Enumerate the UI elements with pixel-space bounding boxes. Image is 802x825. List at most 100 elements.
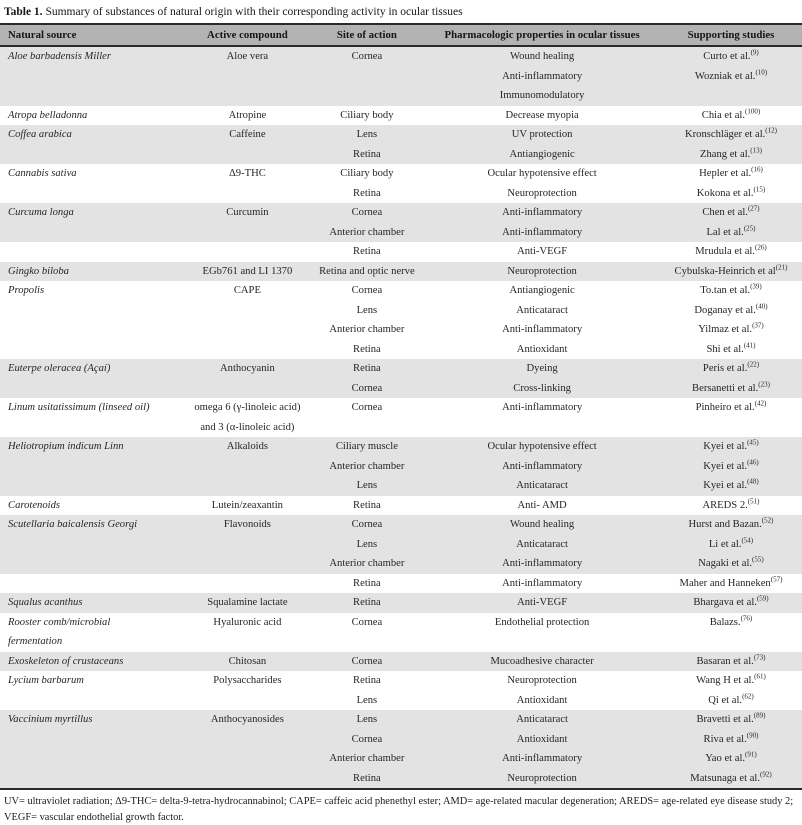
cell-active-compound: Flavonoids	[223, 519, 271, 530]
cell-natural-source	[0, 535, 185, 555]
cell-supporting-study: Yilmaz et al.(37)	[660, 320, 802, 340]
cell-pharmacologic-property: Anti-inflammatory	[502, 70, 583, 82]
reference-superscript: (27)	[747, 204, 760, 213]
reference-superscript: (92)	[760, 769, 772, 778]
header-cell-natural-source: Natural source	[8, 29, 77, 41]
reference-superscript: (57)	[770, 574, 783, 583]
table-row: Gingko biloba EGb761 and LI 1370 Retina an…	[0, 261, 802, 282]
cell-pharmacologic-property: Anti-VEGF	[517, 246, 568, 257]
cell-pharmacologic-property: Neuroprotection	[507, 772, 577, 784]
cell-active-compound	[185, 379, 309, 399]
table-row: Lens Anticataract Kyei et al.(48)	[0, 476, 802, 496]
cell-pharmacologic-property: Neuroprotection	[507, 675, 577, 686]
cell-site-of-action: Retina	[353, 577, 381, 589]
cell-supporting-study: Lal et al.(25)	[660, 223, 802, 243]
cell-natural-source: Scutellaria baicalensis Georgi	[8, 519, 138, 530]
study-text: To.tan et al.	[700, 285, 751, 296]
cell-supporting-study: Doganay et al.(40)	[660, 301, 802, 321]
cell-site-of-action: Lens	[356, 304, 378, 316]
cell-supporting-study: Kronschläger et al.(12)	[660, 125, 802, 145]
study-text: Yilmaz et al.	[698, 324, 753, 335]
table-row: Retina Anti-inflammatory Maher and Hanneke…	[0, 574, 802, 594]
cell-supporting-study: Bravetti et al.(89)	[660, 710, 802, 730]
cell-supporting-study: Nagaki et al.(55)	[660, 554, 802, 574]
reference-superscript: (12)	[765, 126, 777, 135]
cell-active-compound	[185, 340, 309, 360]
reference-superscript: (16)	[751, 165, 763, 174]
cell-active-compound	[185, 554, 309, 574]
cell-natural-source	[0, 691, 185, 711]
cell-supporting-study: Maher and Hanneken(57)	[660, 574, 802, 594]
reference-superscript: (48)	[747, 477, 759, 486]
cell-pharmacologic-property: Anticataract	[516, 714, 568, 725]
table-row: Vaccinium myrtillus Anthocyanosides Lens An…	[0, 710, 802, 730]
cell-site-of-action: Retina	[353, 499, 381, 511]
cell-site-of-action: Retina	[353, 246, 381, 257]
table-row: Exoskeleton of crustaceans Chitosan Cornea…	[0, 651, 802, 672]
cell-active-compound	[185, 184, 309, 204]
reference-superscript: (13)	[750, 145, 762, 154]
reference-superscript: (91)	[745, 750, 757, 759]
cell-supporting-study: Pinheiro et al.(42)	[660, 398, 802, 437]
cell-supporting-study: Balazs.(76)	[660, 613, 802, 652]
cell-supporting-study: Cybulska-Heinrich et al(21)	[660, 262, 802, 282]
cell-pharmacologic-property: Anti-inflammatory	[502, 558, 583, 569]
reference-superscript: (46)	[747, 457, 759, 466]
cell-pharmacologic-property: Dyeing	[526, 363, 558, 374]
study-text: Kyei et al.	[703, 441, 748, 452]
reference-superscript: (37)	[752, 321, 764, 330]
cell-pharmacologic-property: Anti-inflammatory	[502, 324, 583, 335]
cell-active-compound: Lutein/zeaxantin	[211, 499, 283, 511]
cell-natural-source	[0, 379, 185, 399]
cell-pharmacologic-property: Anti-inflammatory	[502, 753, 583, 764]
cell-site-of-action: Cornea	[351, 382, 383, 394]
cell-pharmacologic-property: Antioxidant	[516, 694, 568, 706]
reference-superscript: (45)	[747, 438, 759, 447]
cell-pharmacologic-property: Anticataract	[516, 304, 568, 316]
cell-site-of-action: Ciliary body	[340, 109, 394, 121]
cell-site-of-action: Retina and optic nerve	[319, 265, 415, 277]
cell-active-compound	[185, 535, 309, 555]
cell-natural-source	[0, 457, 185, 477]
cell-site-of-action: Cornea	[351, 207, 383, 218]
study-text: Wozniak et al.	[694, 70, 756, 82]
reference-superscript: (52)	[761, 516, 774, 525]
cell-supporting-study: Peris et al.(22)	[660, 359, 802, 379]
cell-natural-source: Rooster comb/microbial fermentation	[8, 616, 111, 648]
table-row: Anterior chamber Anti-inflammatory Yao et …	[0, 749, 802, 769]
cell-pharmacologic-property: Cross-linking	[513, 382, 571, 394]
cell-natural-source: Aloe barbadensis Miller	[8, 51, 111, 62]
cell-pharmacologic-property: Wound healing	[510, 519, 575, 530]
reference-superscript: (51)	[747, 496, 760, 505]
cell-natural-source: Euterpe oleracea (Açaí)	[8, 363, 111, 374]
study-text: Curto et al.	[703, 51, 751, 62]
table-row: Anterior chamber Anti-inflammatory Lal et …	[0, 222, 802, 243]
cell-site-of-action: Cornea	[351, 733, 383, 745]
cell-site-of-action: Anterior chamber	[329, 324, 405, 335]
cell-site-of-action: Cornea	[351, 402, 383, 413]
table-row: Euterpe oleracea (Açaí) Anthocyanin Retina…	[0, 359, 802, 379]
cell-active-compound: Chitosan	[228, 655, 267, 667]
study-text: Mrudula et al.	[695, 246, 755, 257]
table-row: Atropa belladonna Atropine Ciliary body Dec…	[0, 106, 802, 126]
study-text: Kronschläger et al.	[684, 129, 766, 140]
table-row: Anti-inflammatory Wozniak et al.(10)	[0, 66, 802, 87]
table-row: Anterior chamber Anti-inflammatory Yilmaz …	[0, 320, 802, 340]
reference-superscript: (9)	[750, 48, 759, 57]
cell-active-compound: Caffeine	[229, 129, 266, 140]
cell-supporting-study: Qi et al.(62)	[660, 691, 802, 711]
study-text: Yao et al.	[705, 753, 746, 764]
cell-site-of-action: Retina	[353, 363, 381, 374]
cell-active-compound	[185, 67, 309, 87]
cell-supporting-study: Basaran et al.(73)	[660, 652, 802, 672]
cell-natural-source	[0, 223, 185, 243]
reference-superscript: (26)	[755, 243, 767, 252]
reference-superscript: (73)	[753, 652, 766, 661]
cell-natural-source: Carotenoids	[8, 499, 60, 511]
cell-site-of-action: Lens	[356, 129, 378, 140]
cell-pharmacologic-property: Anti-inflammatory	[502, 577, 583, 589]
reference-superscript: (10)	[755, 67, 768, 76]
study-text: Chia et al.	[701, 109, 746, 121]
cell-supporting-study: AREDS 2.(51)	[660, 496, 802, 516]
cell-site-of-action: Cornea	[351, 285, 383, 296]
